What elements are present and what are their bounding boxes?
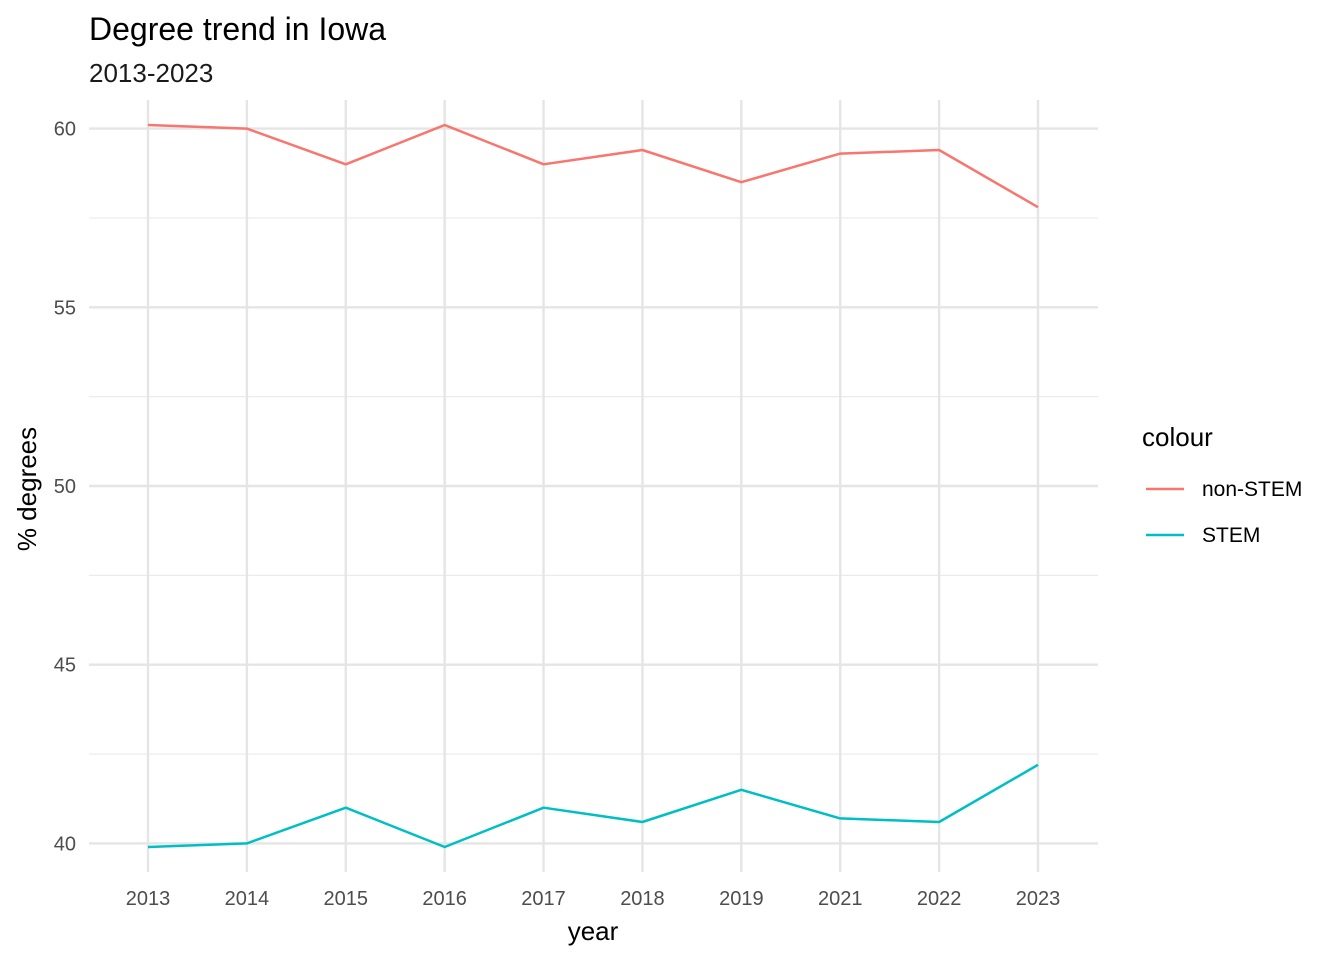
x-tick-label-2015: 2015 (324, 888, 369, 910)
legend-label-non-stem: non-STEM (1202, 478, 1302, 501)
y-tick-label-50: 50 (54, 476, 76, 498)
x-tick-label-2013: 2013 (126, 888, 171, 910)
x-tick-label-2014: 2014 (225, 888, 270, 910)
legend: colour non-STEM STEM (1142, 422, 1302, 547)
x-tick-label-2022: 2022 (917, 888, 962, 910)
x-tick-label-2016: 2016 (422, 888, 467, 910)
x-axis-ticks: 2013 2014 2015 2016 2017 2018 2019 2021 2022 2023 (126, 888, 1061, 910)
series-line-non-stem (147, 123, 1039, 209)
y-axis-ticks: 40 45 50 55 60 (54, 119, 76, 856)
x-tick-label-2018: 2018 (620, 888, 665, 910)
x-tick-label-2023: 2023 (1016, 888, 1061, 910)
y-tick-label-55: 55 (54, 297, 76, 319)
series-line-stem (147, 763, 1039, 849)
y-tick-label-60: 60 (54, 119, 76, 141)
y-tick-label-45: 45 (54, 655, 76, 677)
x-tick-label-2019: 2019 (719, 888, 764, 910)
legend-title: colour (1142, 422, 1213, 452)
x-tick-label-2017: 2017 (521, 888, 566, 910)
x-axis-title: year (568, 916, 619, 946)
legend-label-stem: STEM (1202, 524, 1260, 547)
series-lines (147, 123, 1039, 849)
chart-title: Degree trend in Iowa (89, 11, 386, 47)
chart-subtitle: 2013-2023 (89, 58, 213, 88)
y-axis-title: % degrees (12, 427, 42, 551)
x-tick-label-2021: 2021 (818, 888, 863, 910)
y-tick-label-40: 40 (54, 833, 76, 855)
grid (89, 100, 1098, 872)
